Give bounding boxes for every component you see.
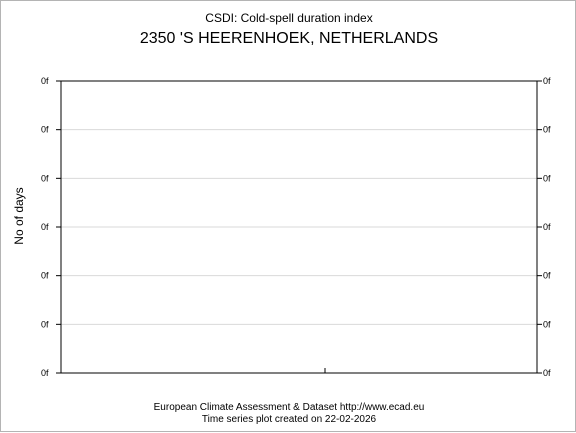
y-tick-label-right: 0f	[543, 76, 551, 86]
y-tick-label-left: 0f	[41, 76, 49, 86]
y-tick-label-right: 0f	[543, 271, 551, 281]
y-tick-label-right: 0f	[543, 125, 551, 135]
footer-created: Time series plot created on 22-02-2026	[202, 414, 377, 425]
grid-layer	[61, 129, 537, 325]
y-tick-label-left: 0f	[41, 271, 49, 281]
tick-layer: 0f 0f 0f 0f 0f 0f 0f 0f 0f 0f 0f 0f 0f 0f	[41, 76, 551, 378]
y-tick-label-right: 0f	[543, 368, 551, 378]
y-tick-label-left: 0f	[41, 173, 49, 183]
y-tick-label-right: 0f	[543, 222, 551, 232]
y-tick-label-right: 0f	[543, 319, 551, 329]
chart-title: CSDI: Cold-spell duration index	[205, 11, 372, 25]
y-tick-label-left: 0f	[41, 222, 49, 232]
y-tick-label-left: 0f	[41, 319, 49, 329]
footer-credit: European Climate Assessment & Dataset ht…	[154, 402, 425, 413]
y-axis-label: No of days	[12, 187, 26, 244]
plot-area	[60, 80, 538, 374]
y-tick-label-right: 0f	[543, 173, 551, 183]
chart-subtitle: 2350 'S HEERENHOEK, NETHERLANDS	[140, 30, 438, 47]
y-tick-label-left: 0f	[41, 368, 49, 378]
y-tick-label-left: 0f	[41, 125, 49, 135]
